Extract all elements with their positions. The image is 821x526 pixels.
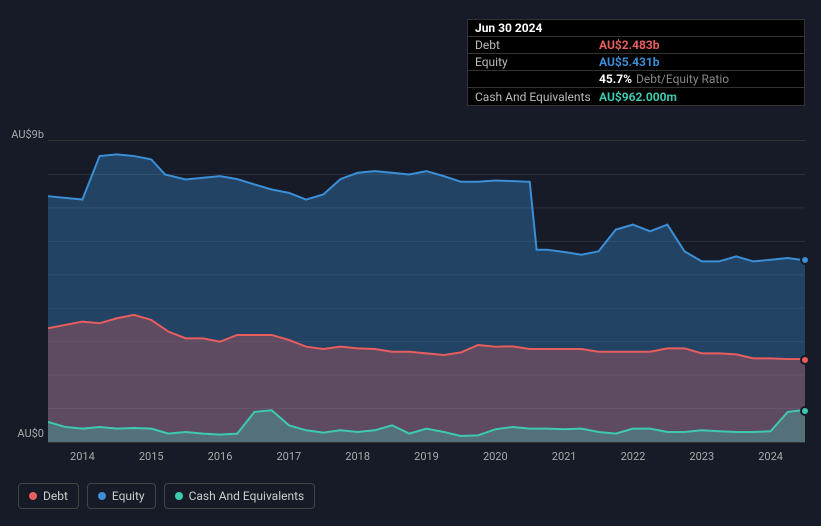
x-tick: 2014 (70, 450, 95, 463)
info-row-date: Jun 30 2024 (468, 20, 804, 37)
x-tick: 2023 (689, 450, 714, 463)
info-extra: Debt/Equity Ratio (636, 72, 729, 86)
info-value: AU$5.431b (599, 55, 660, 69)
info-label: Cash And Equivalents (475, 90, 599, 104)
legend-dot-icon (98, 492, 106, 500)
legend-label: Equity (112, 489, 145, 503)
series-end-marker (800, 406, 810, 416)
x-tick: 2022 (621, 450, 646, 463)
legend-label: Debt (43, 489, 68, 503)
info-row: Cash And EquivalentsAU$962.000m (468, 88, 804, 105)
info-box: Jun 30 2024 DebtAU$2.483bEquityAU$5.431b… (467, 19, 805, 106)
legend-dot-icon (175, 492, 183, 500)
y-tick-bottom: AU$0 (0, 427, 44, 440)
info-row: EquityAU$5.431b (468, 54, 804, 71)
legend-label: Cash And Equivalents (189, 489, 305, 503)
x-tick: 2017 (276, 450, 301, 463)
x-tick: 2021 (552, 450, 577, 463)
x-tick: 2018 (345, 450, 370, 463)
series-end-marker (800, 255, 810, 265)
x-tick: 2020 (483, 450, 508, 463)
info-row: 45.7% Debt/Equity Ratio (468, 71, 804, 88)
x-tick: 2016 (208, 450, 233, 463)
x-tick: 2024 (758, 450, 783, 463)
info-date: Jun 30 2024 (475, 21, 542, 35)
chart-svg (48, 141, 805, 442)
info-value: AU$2.483b (599, 38, 660, 52)
info-value: 45.7% (599, 72, 632, 86)
info-row: DebtAU$2.483b (468, 37, 804, 54)
info-value: AU$962.000m (599, 90, 677, 104)
series-end-marker (800, 355, 810, 365)
legend-item[interactable]: Debt (18, 483, 79, 509)
x-tick: 2015 (139, 450, 164, 463)
chart-area (48, 140, 805, 443)
info-label: Debt (475, 38, 599, 52)
legend: Debt Equity Cash And Equivalents (18, 483, 315, 509)
legend-item[interactable]: Cash And Equivalents (164, 483, 316, 509)
x-tick: 2019 (414, 450, 439, 463)
info-label: Equity (475, 55, 599, 69)
y-tick-top: AU$9b (0, 128, 44, 141)
legend-item[interactable]: Equity (87, 483, 156, 509)
legend-dot-icon (29, 492, 37, 500)
